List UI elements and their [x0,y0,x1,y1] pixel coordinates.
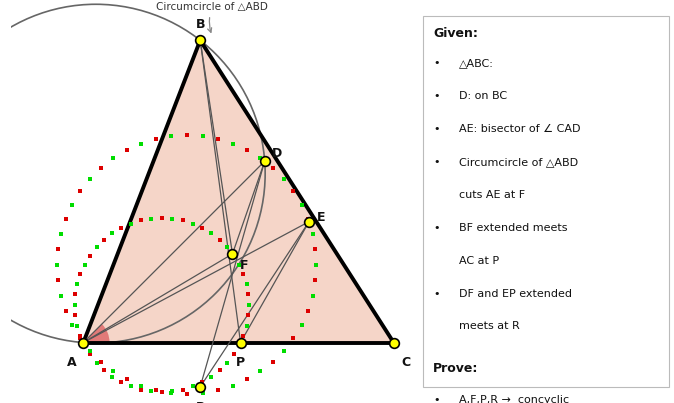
Text: •: • [433,58,439,69]
Text: D: on BC: D: on BC [459,91,507,101]
Text: B: B [195,18,205,31]
Text: •: • [433,157,439,167]
Text: C: C [401,356,410,369]
Polygon shape [84,40,394,343]
Text: •: • [433,223,439,233]
FancyBboxPatch shape [423,16,669,387]
Text: Circumcircle of △ABD: Circumcircle of △ABD [156,2,268,32]
Text: Prove:: Prove: [433,362,479,375]
Text: DF and EP extended: DF and EP extended [459,289,572,299]
Text: •: • [433,395,439,403]
Text: A: A [67,356,76,369]
Text: cuts AE at F: cuts AE at F [459,190,525,200]
Text: •: • [433,124,439,134]
Text: Given:: Given: [433,27,478,40]
Text: △ABC:: △ABC: [459,58,494,69]
Text: R: R [195,401,205,403]
Text: AE: bisector of ∠ CAD: AE: bisector of ∠ CAD [459,124,580,134]
Text: D: D [272,147,282,160]
Text: F: F [241,260,249,272]
Text: •: • [433,91,439,101]
Text: meets at R: meets at R [459,322,520,331]
Text: E: E [317,211,326,224]
Text: BF extended meets: BF extended meets [459,223,568,233]
Text: P: P [236,356,245,369]
Text: •: • [433,289,439,299]
Text: A,F,P,R →  concyclic: A,F,P,R → concyclic [459,395,569,403]
Wedge shape [84,324,110,343]
Text: Circumcircle of △ABD: Circumcircle of △ABD [459,157,578,167]
Text: AC at P: AC at P [459,256,499,266]
